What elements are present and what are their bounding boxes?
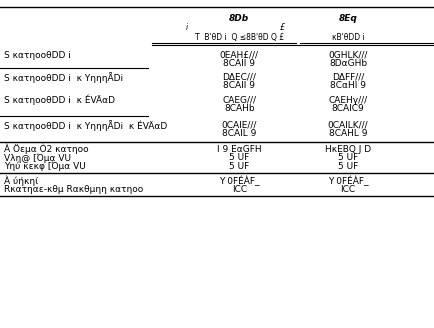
Text: 5 UF: 5 UF: [337, 162, 357, 171]
Text: κB'θDD i: κB'θDD i: [331, 33, 364, 42]
Text: 5 UF: 5 UF: [337, 153, 357, 162]
Text: CAEHγ///: CAEHγ///: [328, 95, 367, 105]
Text: ICC: ICC: [340, 185, 355, 194]
Text: 8CαHI 9: 8CαHI 9: [329, 81, 365, 91]
Text: À ύήκηί: À ύήκηί: [4, 175, 39, 186]
Text: Y 0FÉÀF_: Y 0FÉÀF_: [218, 175, 259, 186]
Text: DΔEC///: DΔEC///: [222, 73, 256, 82]
Text: Yηύ κεκφ [Όμα VU: Yηύ κεκφ [Όμα VU: [4, 162, 86, 171]
Text: DΔFF///: DΔFF///: [331, 73, 363, 82]
Text: 0CAILK///: 0CAILK///: [327, 121, 368, 130]
Text: £: £: [279, 23, 285, 32]
Text: 0EAH£///: 0EAH£///: [219, 51, 258, 60]
Text: 8DαGHb: 8DαGHb: [328, 59, 366, 68]
Text: 8CAII 9: 8CAII 9: [223, 81, 255, 91]
Text: 8CAHb: 8CAHb: [224, 104, 254, 113]
Text: À Öεμα Ò2 κατηοο: À Öεμα Ò2 κατηοο: [4, 144, 89, 154]
Text: S κατηοοθDD i  κ ÉVÄαD: S κατηοοθDD i κ ÉVÄαD: [4, 95, 115, 105]
Text: Rκατηαε-κθμ Rακθμηη κατηοο: Rκατηαε-κθμ Rακθμηη κατηοο: [4, 185, 143, 194]
Text: HκEBQ J D: HκEBQ J D: [324, 145, 370, 154]
Text: 8CAHL 9: 8CAHL 9: [328, 129, 366, 138]
Text: 5 UF: 5 UF: [229, 162, 249, 171]
Text: 8Eq: 8Eq: [338, 13, 357, 23]
Text: CAEG///: CAEG///: [222, 95, 256, 105]
Text: 8CAII 9: 8CAII 9: [223, 59, 255, 68]
Text: 8CAIC9: 8CAIC9: [331, 104, 364, 113]
Text: Vλη@ [Όμα VU: Vλη@ [Όμα VU: [4, 153, 71, 162]
Text: 8Db: 8Db: [229, 13, 249, 23]
Text: 0CAIE///: 0CAIE///: [221, 121, 256, 130]
Text: 8CAIL 9: 8CAIL 9: [221, 129, 256, 138]
Text: I 9 EαGFH: I 9 EαGFH: [217, 145, 261, 154]
Text: Y 0FÉÀF_: Y 0FÉÀF_: [327, 175, 368, 186]
Text: ICC: ICC: [231, 185, 246, 194]
Text: S κατηοοθDD i  κ YηηηǞDi  κ ÉVÄαD: S κατηοοθDD i κ YηηηǞDi κ ÉVÄαD: [4, 120, 167, 131]
Text: T  B'θD i  Q ≤8B'θD Q £: T B'θD i Q ≤8B'θD Q £: [194, 33, 283, 42]
Text: 5 UF: 5 UF: [229, 153, 249, 162]
Text: i: i: [186, 23, 187, 32]
Text: S κατηοοθDD i  κ YηηηǞDi: S κατηοοθDD i κ YηηηǞDi: [4, 72, 123, 83]
Text: 0GHLK///: 0GHLK///: [328, 51, 367, 60]
Text: S κατηοοθDD i: S κατηοοθDD i: [4, 51, 71, 60]
